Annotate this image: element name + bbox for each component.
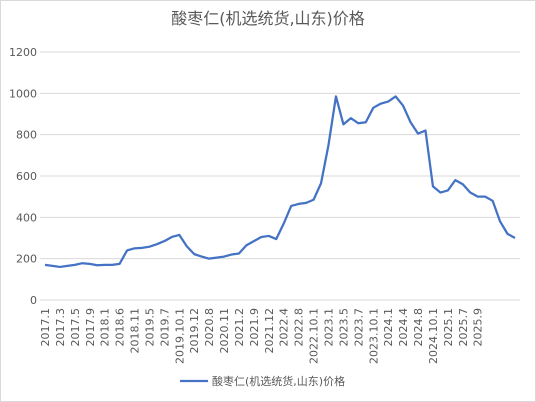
- x-tick-label: 2017.5: [69, 308, 82, 347]
- x-tick-label: 2025.1: [442, 308, 455, 347]
- x-tick-label: 2024.4: [397, 308, 410, 347]
- line: [44, 95, 516, 269]
- x-tick-label: 2025.9: [472, 308, 485, 347]
- x-tick-label: 2020.11: [218, 308, 231, 354]
- y-tick-label: 0: [30, 294, 37, 307]
- x-tick-label: 2018.1: [99, 308, 112, 347]
- x-tick-label: 2017.1: [39, 308, 52, 347]
- x-tick-label: 2021.9: [248, 308, 261, 347]
- x-tick-label: 2019.7: [158, 308, 171, 347]
- x-tick-label: 2019.10.1: [173, 308, 186, 364]
- chart-title: 酸枣仁(机选统货,山东)价格: [171, 9, 365, 28]
- y-tick-label: 200: [16, 253, 37, 266]
- x-tick-label: 2022.8: [293, 308, 306, 347]
- y-tick-label: 1000: [9, 87, 37, 100]
- x-tick-label: 2020.8: [203, 308, 216, 347]
- x-tick-label: 2023.1: [322, 308, 335, 347]
- y-tick-label: 1200: [9, 46, 37, 59]
- x-tick-label: 2022.10.1: [308, 308, 321, 364]
- x-tick-label: 2018.11: [129, 308, 142, 354]
- y-tick-label: 800: [16, 129, 37, 142]
- x-tick-label: 2023.5: [337, 308, 350, 347]
- x-tick-label: 2025.7: [457, 308, 470, 347]
- x-tick-label: 2021.12: [263, 308, 276, 354]
- x-tick-label: 2021.2: [233, 308, 246, 347]
- x-tick-label: 2018.6: [114, 308, 127, 347]
- x-tick-label: 2024.10.1: [427, 308, 440, 364]
- x-tick-label: 2023.7: [352, 308, 365, 347]
- x-tick-label: 2017.3: [54, 308, 67, 347]
- y-tick-label: 400: [16, 211, 37, 224]
- x-tick-label: 2024.1: [382, 308, 395, 347]
- x-tick-label: 2017.9: [84, 308, 97, 347]
- y-tick-label: 600: [16, 170, 37, 183]
- legend-label: 酸枣仁(机选统货,山东)价格: [212, 374, 345, 388]
- x-tick-label: 2019.12: [188, 308, 201, 354]
- x-tick-label: 2022.4: [278, 308, 291, 347]
- x-tick-label: 2019.5: [143, 308, 156, 347]
- x-tick-label: 2023.10.1: [367, 308, 380, 364]
- x-tick-label: 2024.8: [412, 308, 425, 347]
